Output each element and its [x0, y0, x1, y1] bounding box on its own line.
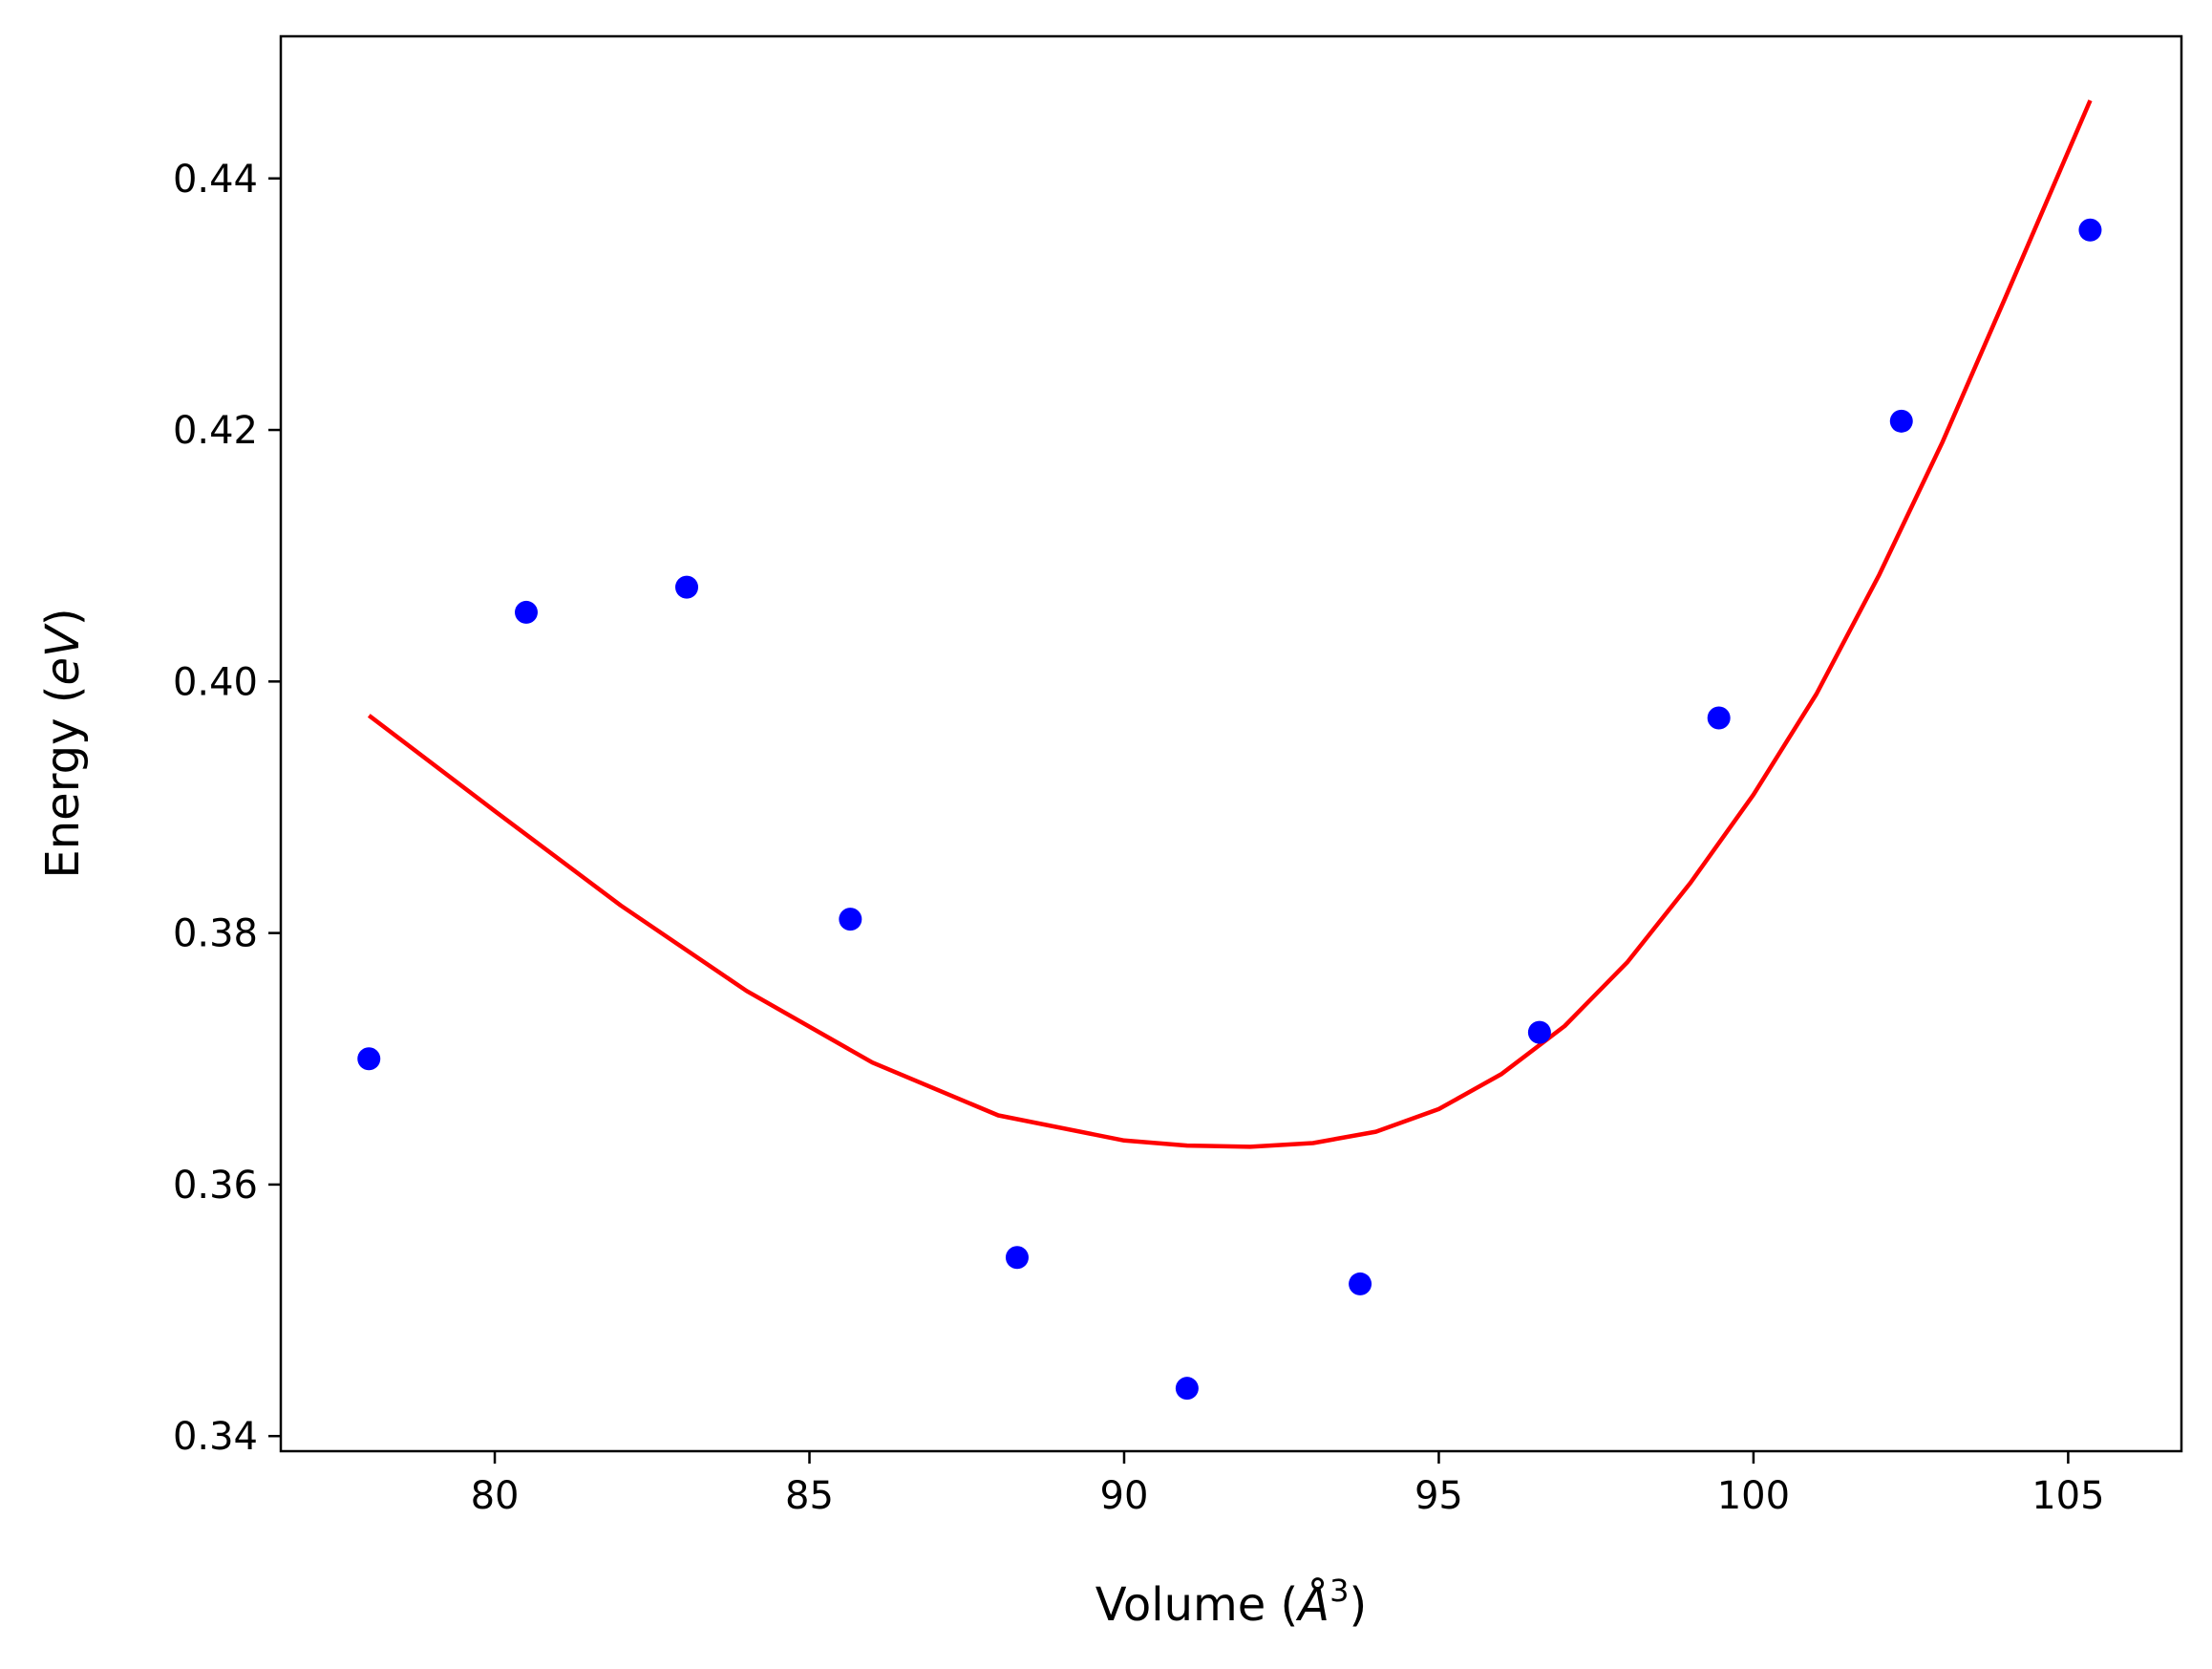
data-point [1889, 409, 1913, 433]
x-tick-label: 105 [2031, 1474, 2104, 1518]
x-tick-label: 85 [785, 1474, 834, 1518]
y-axis-label-unit: eV [36, 623, 90, 686]
x-axis-label: Volume (Å3) [1095, 1573, 1367, 1632]
y-tick-label: 0.40 [173, 660, 258, 704]
x-axis-label-symbol: Å [1295, 1577, 1329, 1632]
y-tick-label: 0.36 [173, 1164, 258, 1208]
x-tick-label: 100 [1717, 1474, 1790, 1518]
data-point [675, 575, 699, 599]
series-layer [357, 99, 2102, 1401]
x-axis-label-text: Volume ( [1095, 1578, 1299, 1632]
y-tick-label: 0.38 [173, 912, 258, 956]
data-point [357, 1047, 381, 1071]
fit-curve [367, 99, 2093, 1149]
y-axis-label-close: ) [36, 608, 90, 626]
y-axis-label: Energy (eV) [36, 608, 90, 878]
data-point [839, 908, 862, 931]
x-axis-label-close: ) [1349, 1578, 1367, 1632]
x-tick-label: 90 [1100, 1474, 1149, 1518]
data-point [1005, 1246, 1029, 1270]
x-axis-ticks: 80 85 90 95 100 105 [471, 1451, 2105, 1518]
y-tick-label: 0.34 [173, 1415, 258, 1459]
data-point [2078, 218, 2102, 242]
data-point [1175, 1377, 1199, 1401]
plot-area [279, 34, 2183, 1453]
data-point [1707, 706, 1731, 730]
x-axis-label-exponent: 3 [1329, 1573, 1349, 1609]
x-tick-label: 80 [471, 1474, 520, 1518]
data-point [1349, 1272, 1372, 1295]
y-tick-label: 0.42 [173, 409, 258, 453]
data-point [1527, 1020, 1551, 1044]
y-axis-ticks: 0.34 0.36 0.38 0.40 0.42 0.44 [173, 158, 281, 1459]
y-axis-label-text: Energy ( [36, 686, 90, 879]
x-tick-label: 95 [1414, 1474, 1463, 1518]
y-tick-label: 0.44 [173, 158, 258, 202]
data-point [514, 600, 538, 624]
